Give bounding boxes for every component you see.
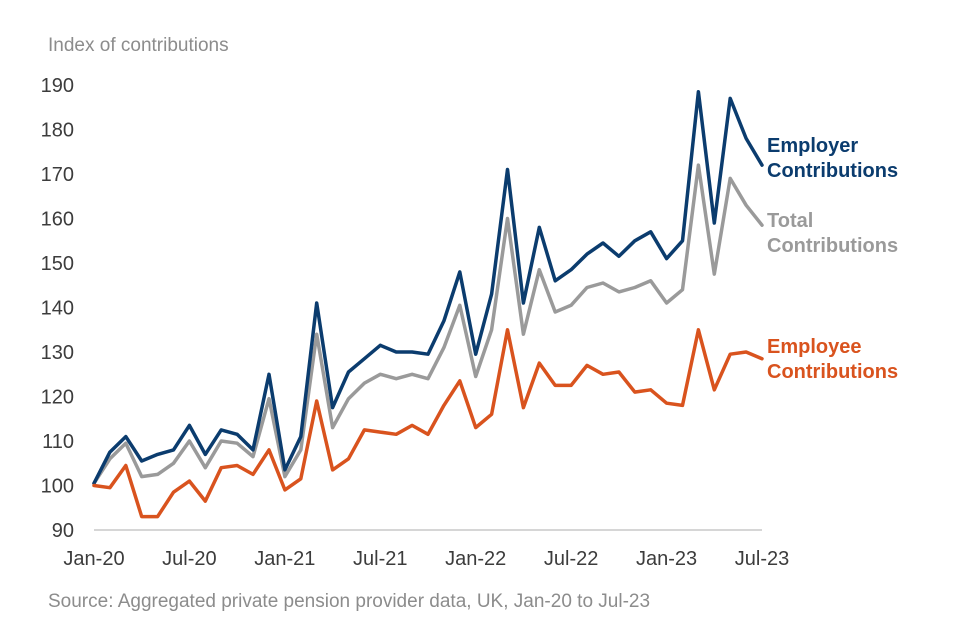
x-tick-label: Jul-20 <box>162 548 216 570</box>
y-tick-label: 100 <box>41 476 74 498</box>
y-tick-label: 170 <box>41 164 74 186</box>
y-tick-label: 140 <box>41 298 74 320</box>
y-tick-label: 190 <box>41 75 74 97</box>
y-tick-label: 160 <box>41 209 74 231</box>
y-tick-label: 130 <box>41 342 74 364</box>
x-tick-label: Jan-22 <box>445 548 506 570</box>
x-tick-label: Jan-20 <box>63 548 124 570</box>
y-axis-ticks: 90 100 110 120 130 140 150 160 170 180 190 <box>41 75 74 542</box>
y-axis-label: Index of contributions <box>48 35 229 56</box>
employee-contributions-line <box>92 328 764 519</box>
total-contributions-legend: Total Contributions <box>767 210 898 257</box>
legend: Total Contributions Employer Contributions E… <box>767 135 898 383</box>
series-lines <box>92 89 764 519</box>
employee-contributions-legend: Employee Contributions <box>767 336 898 383</box>
y-tick-label: 180 <box>41 120 74 142</box>
x-tick-label: Jan-21 <box>254 548 315 570</box>
employer-contributions-line <box>92 89 764 486</box>
total-contributions-line <box>92 163 764 486</box>
x-tick-label: Jul-21 <box>353 548 407 570</box>
y-tick-label: 110 <box>42 431 74 453</box>
y-tick-label: 120 <box>41 387 74 409</box>
employer-contributions-legend: Employer Contributions <box>767 135 898 182</box>
source-note: Source: Aggregated private pension provi… <box>48 591 650 612</box>
x-axis-ticks: Jan-20 Jul-20 Jan-21 Jul-21 Jan-22 Jul-22 Jan-… <box>63 548 789 570</box>
x-tick-label: Jul-22 <box>544 548 598 570</box>
x-tick-label: Jul-23 <box>735 548 789 570</box>
x-tick-label: Jan-23 <box>636 548 697 570</box>
y-tick-label: 90 <box>52 520 74 542</box>
y-tick-label: 150 <box>41 253 74 275</box>
